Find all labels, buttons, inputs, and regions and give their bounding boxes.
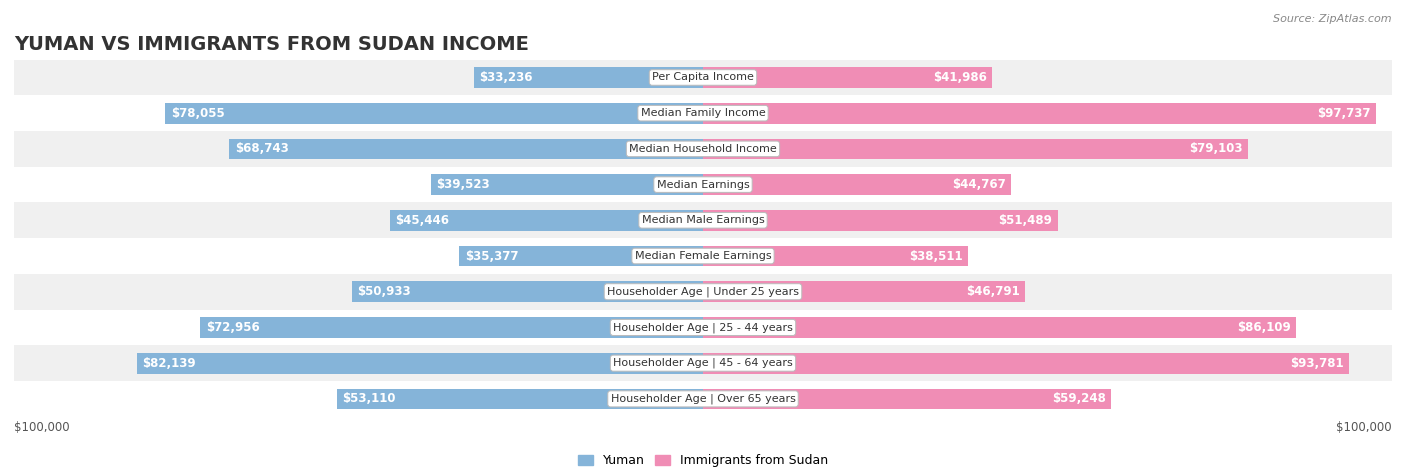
Text: $78,055: $78,055 (170, 106, 225, 120)
Bar (389, 210, 703, 231)
Text: $51,489: $51,489 (998, 214, 1052, 227)
Text: Householder Age | 25 - 44 years: Householder Age | 25 - 44 years (613, 322, 793, 333)
Bar (352, 282, 703, 302)
Bar (703, 353, 1350, 374)
Bar (14, 203, 1392, 238)
Bar (14, 274, 1392, 310)
Bar (14, 167, 1392, 203)
Bar (14, 131, 1392, 167)
Text: $79,103: $79,103 (1189, 142, 1243, 156)
Text: $68,743: $68,743 (235, 142, 288, 156)
Bar (703, 103, 1376, 124)
Bar (14, 60, 1392, 95)
Bar (166, 103, 703, 124)
Bar (138, 353, 703, 374)
Text: $93,781: $93,781 (1289, 357, 1344, 370)
Bar (703, 210, 1057, 231)
Text: $53,110: $53,110 (343, 392, 396, 405)
Bar (703, 174, 1011, 195)
Bar (337, 389, 703, 409)
Text: $59,248: $59,248 (1052, 392, 1105, 405)
Text: $38,511: $38,511 (910, 249, 963, 262)
Text: Per Capita Income: Per Capita Income (652, 72, 754, 83)
Bar (703, 246, 969, 266)
Text: Householder Age | Under 25 years: Householder Age | Under 25 years (607, 286, 799, 297)
Text: Median Male Earnings: Median Male Earnings (641, 215, 765, 225)
Text: Householder Age | 45 - 64 years: Householder Age | 45 - 64 years (613, 358, 793, 368)
Text: $100,000: $100,000 (1336, 421, 1392, 434)
Text: $72,956: $72,956 (205, 321, 260, 334)
Bar (703, 139, 1249, 159)
Text: Householder Age | Over 65 years: Householder Age | Over 65 years (610, 394, 796, 404)
Bar (703, 67, 993, 88)
Bar (14, 238, 1392, 274)
Bar (14, 95, 1392, 131)
Bar (703, 282, 1025, 302)
Bar (14, 345, 1392, 381)
Text: Median Family Income: Median Family Income (641, 108, 765, 118)
Text: $44,767: $44,767 (952, 178, 1005, 191)
Text: Median Female Earnings: Median Female Earnings (634, 251, 772, 261)
Text: Median Household Income: Median Household Income (628, 144, 778, 154)
Bar (14, 381, 1392, 417)
Bar (474, 67, 703, 88)
Bar (703, 389, 1111, 409)
Bar (201, 317, 703, 338)
Text: $97,737: $97,737 (1317, 106, 1371, 120)
Bar (460, 246, 703, 266)
Text: $33,236: $33,236 (479, 71, 533, 84)
Text: $50,933: $50,933 (357, 285, 411, 298)
Text: $35,377: $35,377 (465, 249, 519, 262)
Text: $45,446: $45,446 (395, 214, 450, 227)
Text: $41,986: $41,986 (932, 71, 987, 84)
Text: $39,523: $39,523 (436, 178, 489, 191)
Bar (703, 317, 1296, 338)
Text: $100,000: $100,000 (14, 421, 70, 434)
Text: YUMAN VS IMMIGRANTS FROM SUDAN INCOME: YUMAN VS IMMIGRANTS FROM SUDAN INCOME (14, 35, 529, 54)
Text: $82,139: $82,139 (142, 357, 197, 370)
Bar (229, 139, 703, 159)
Text: Median Earnings: Median Earnings (657, 180, 749, 190)
Text: $46,791: $46,791 (966, 285, 1019, 298)
Text: $86,109: $86,109 (1237, 321, 1291, 334)
Bar (430, 174, 703, 195)
Bar (14, 310, 1392, 345)
Text: Source: ZipAtlas.com: Source: ZipAtlas.com (1274, 14, 1392, 24)
Legend: Yuman, Immigrants from Sudan: Yuman, Immigrants from Sudan (574, 449, 832, 467)
